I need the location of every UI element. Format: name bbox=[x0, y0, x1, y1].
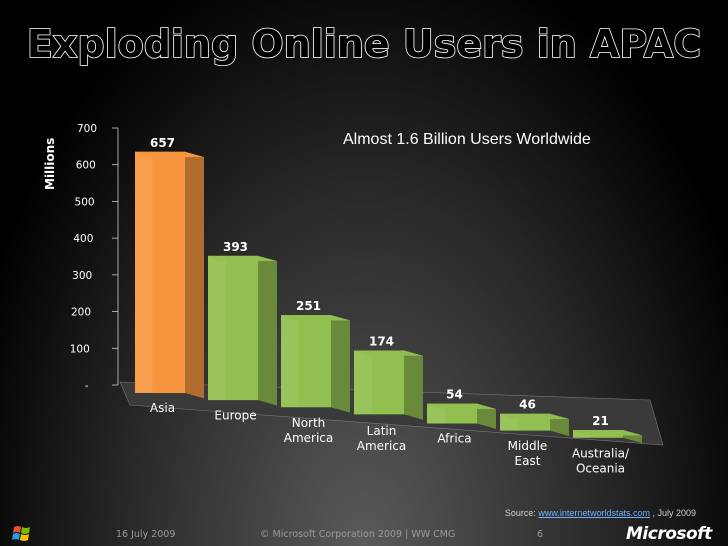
chart-subtitle: Almost 1.6 Billion Users Worldwide bbox=[343, 131, 591, 148]
bar-top-face bbox=[208, 255, 277, 262]
bar-highlight bbox=[281, 315, 299, 408]
bar: 21 bbox=[573, 414, 642, 444]
bar-side-face bbox=[185, 151, 204, 399]
y-tick-label: - bbox=[85, 380, 89, 392]
bar-data-label: 46 bbox=[519, 398, 536, 412]
bar-data-label: 393 bbox=[223, 240, 248, 254]
bar-data-label: 251 bbox=[296, 299, 321, 313]
bar-highlight bbox=[354, 350, 372, 415]
category-label: Europe bbox=[214, 409, 256, 423]
microsoft-logo: Microsoft bbox=[626, 524, 712, 544]
bar-data-label: 21 bbox=[592, 414, 609, 428]
category-label: North America bbox=[284, 416, 334, 445]
y-tick-label: 600 bbox=[76, 160, 96, 172]
y-axis-label: Millions bbox=[43, 138, 57, 190]
bar-data-label: 54 bbox=[446, 388, 463, 402]
y-tick-label: 500 bbox=[75, 196, 95, 208]
bar-highlight bbox=[208, 255, 226, 401]
category-label: Africa bbox=[437, 431, 471, 445]
bar-data-label: 174 bbox=[369, 334, 394, 348]
category-label: Latin America bbox=[357, 424, 407, 453]
bar-front-face bbox=[135, 151, 185, 393]
bar: 657 bbox=[135, 136, 204, 399]
bar-top-face bbox=[573, 430, 642, 436]
slide-title: Exploding Online Users in APAC bbox=[26, 21, 702, 67]
bar: 46 bbox=[500, 398, 569, 436]
bar: 54 bbox=[427, 388, 496, 429]
bar: 251 bbox=[281, 299, 350, 413]
bar-front-face bbox=[281, 315, 331, 408]
bar-highlight bbox=[135, 151, 153, 393]
bar-side-face bbox=[258, 255, 277, 406]
bar-top-face bbox=[281, 315, 350, 321]
bar-side-face bbox=[331, 315, 350, 413]
source-link[interactable]: www.internetworldstats.com bbox=[538, 508, 650, 518]
bar-top-face bbox=[354, 350, 423, 356]
bar-top-face bbox=[427, 403, 496, 409]
source-prefix: Source: bbox=[504, 508, 539, 518]
category-label: Asia bbox=[150, 401, 175, 415]
y-tick-label: 200 bbox=[71, 307, 91, 319]
y-tick-label: 100 bbox=[70, 343, 90, 355]
bar-front-face bbox=[354, 350, 404, 415]
footer-date: 16 July 2009 bbox=[116, 529, 176, 540]
footer-page-number: 6 bbox=[537, 529, 544, 540]
y-tick-label: 700 bbox=[77, 123, 97, 135]
bar-top-face bbox=[135, 151, 204, 158]
y-axis: - 100 200 300 400 500 600 700 Millions bbox=[43, 123, 119, 392]
footer-copyright: © Microsoft Corporation 2009 | WW CMG bbox=[260, 529, 456, 540]
bars: 657 393 251 174 54 46 21 bbox=[135, 136, 642, 444]
category-label: Australia/Oceania bbox=[572, 447, 630, 476]
slide-footer: 16 July 2009 © Microsoft Corporation 200… bbox=[0, 522, 728, 546]
bar-side-face bbox=[477, 403, 496, 429]
source-suffix: , July 2009 bbox=[649, 508, 696, 518]
bar-side-face bbox=[404, 350, 423, 420]
bar-side-face bbox=[550, 413, 569, 436]
bar-front-face bbox=[208, 255, 258, 401]
bar: 174 bbox=[354, 334, 423, 420]
y-tick-label: 300 bbox=[72, 270, 92, 282]
bar-data-label: 657 bbox=[150, 136, 175, 150]
bar: 393 bbox=[208, 240, 277, 406]
y-tick-label: 400 bbox=[73, 233, 93, 245]
category-label: Middle East bbox=[508, 439, 548, 468]
category-labels: Asia Europe North America Latin America Africa… bbox=[150, 401, 630, 476]
source-note: Source: www.internetworldstats.com , Jul… bbox=[505, 508, 696, 518]
windows-logo-icon bbox=[12, 526, 30, 541]
bar-top-face bbox=[500, 413, 569, 420]
